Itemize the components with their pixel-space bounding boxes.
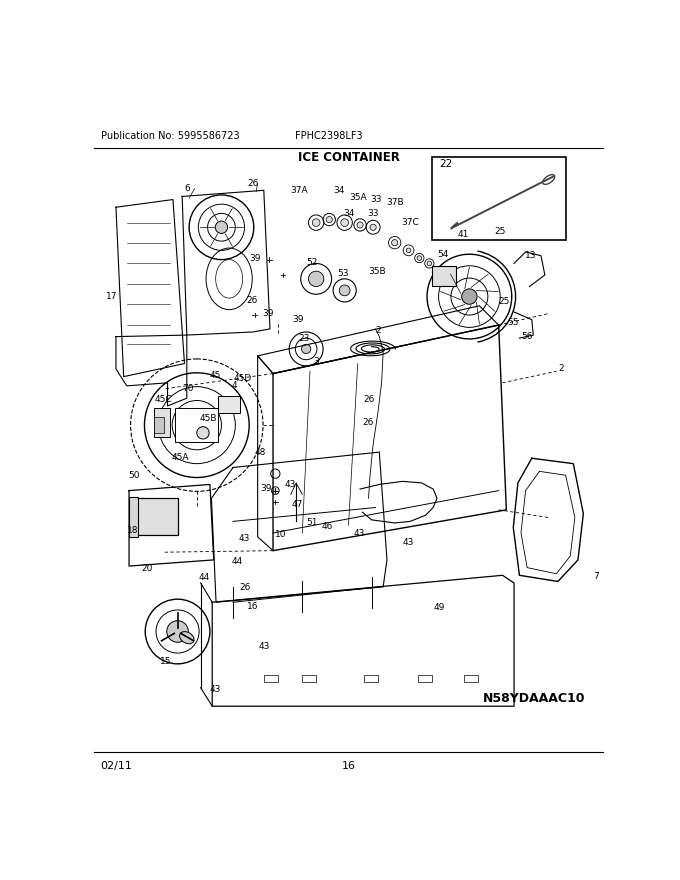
Ellipse shape (180, 632, 194, 644)
Bar (218, 396, 240, 413)
Text: 39: 39 (262, 309, 273, 318)
Text: N58YDAAAC10: N58YDAAAC10 (483, 692, 585, 705)
Bar (135, 498, 177, 535)
Text: 23: 23 (298, 334, 309, 342)
Text: 20: 20 (141, 564, 152, 573)
Text: 52: 52 (306, 258, 318, 268)
Text: 46: 46 (321, 522, 333, 531)
Text: 45B: 45B (200, 414, 217, 422)
Text: 45: 45 (209, 371, 221, 380)
Text: 70: 70 (183, 384, 194, 392)
Circle shape (189, 417, 205, 433)
Text: 45D: 45D (233, 374, 252, 383)
Text: 26: 26 (247, 296, 258, 304)
Text: ICE CONTAINER: ICE CONTAINER (298, 151, 399, 165)
Text: 39: 39 (292, 315, 304, 324)
Text: 17: 17 (105, 292, 117, 301)
Circle shape (309, 271, 324, 287)
Text: 53: 53 (337, 269, 349, 278)
Bar (129, 496, 138, 537)
Text: 35A: 35A (349, 194, 367, 202)
Text: 22: 22 (439, 159, 453, 169)
Circle shape (406, 248, 411, 253)
Text: 34: 34 (334, 186, 345, 194)
Circle shape (417, 256, 422, 260)
Text: 49: 49 (434, 603, 445, 612)
Circle shape (216, 221, 228, 233)
Circle shape (312, 219, 320, 226)
Text: 43: 43 (284, 480, 296, 489)
Text: 48: 48 (255, 449, 267, 458)
Bar (432, 266, 456, 286)
Bar (364, 676, 378, 681)
Text: 33: 33 (371, 195, 382, 204)
Text: 26: 26 (362, 418, 373, 428)
Text: 16: 16 (341, 761, 356, 771)
Text: 26: 26 (239, 583, 251, 592)
Text: 43: 43 (258, 642, 269, 650)
Text: 33: 33 (367, 209, 379, 218)
Text: 37A: 37A (290, 186, 308, 194)
Circle shape (326, 216, 333, 223)
Text: 39: 39 (260, 484, 272, 493)
Text: 25: 25 (498, 297, 510, 306)
Bar (418, 676, 432, 681)
Text: 47: 47 (292, 500, 303, 509)
Text: 02/11: 02/11 (101, 761, 133, 771)
Text: FPHC2398LF3: FPHC2398LF3 (295, 131, 363, 142)
Text: 55: 55 (507, 319, 519, 327)
Bar (154, 417, 164, 433)
Text: 44: 44 (198, 573, 209, 582)
Text: 2: 2 (558, 364, 564, 373)
Text: 54: 54 (437, 251, 449, 260)
Text: 4: 4 (232, 381, 237, 391)
Text: 41: 41 (458, 230, 469, 238)
Text: 35B: 35B (368, 267, 386, 275)
Bar (264, 676, 277, 681)
Text: 34: 34 (343, 209, 354, 218)
Text: 43: 43 (209, 685, 221, 693)
Text: 2: 2 (375, 326, 381, 335)
Text: 26: 26 (248, 179, 258, 187)
Text: 45C: 45C (155, 395, 173, 404)
Bar (432, 158, 566, 240)
Text: 43: 43 (354, 529, 365, 539)
Text: 3: 3 (313, 356, 319, 366)
Circle shape (271, 487, 279, 495)
Text: 43: 43 (238, 534, 250, 543)
Text: 7: 7 (594, 572, 599, 582)
Text: 43: 43 (403, 538, 414, 546)
Circle shape (197, 427, 209, 439)
Text: 6: 6 (184, 184, 190, 194)
Text: 39: 39 (249, 253, 260, 262)
Text: 15: 15 (160, 657, 172, 666)
Circle shape (341, 219, 348, 226)
Text: 56: 56 (522, 332, 533, 341)
Text: 50: 50 (129, 472, 140, 480)
Text: 45A: 45A (172, 453, 190, 462)
Text: 37C: 37C (401, 218, 419, 227)
Text: 13: 13 (525, 252, 537, 260)
Bar (303, 676, 316, 681)
Circle shape (357, 222, 363, 228)
Bar (154, 408, 170, 437)
Circle shape (167, 620, 188, 642)
Bar (175, 408, 218, 442)
Circle shape (427, 261, 432, 266)
Circle shape (339, 285, 350, 296)
Circle shape (301, 344, 311, 354)
Circle shape (392, 239, 398, 246)
Circle shape (462, 289, 477, 304)
Text: 51: 51 (306, 518, 318, 527)
Circle shape (370, 224, 376, 231)
Text: 10: 10 (275, 530, 286, 539)
Text: 44: 44 (232, 557, 243, 566)
Text: Publication No: 5995586723: Publication No: 5995586723 (101, 131, 239, 142)
Text: 26: 26 (364, 395, 375, 404)
Text: 37B: 37B (386, 198, 403, 207)
Text: 16: 16 (246, 602, 258, 611)
Bar (464, 676, 478, 681)
Text: 18: 18 (127, 526, 139, 535)
Text: 25: 25 (494, 227, 506, 236)
